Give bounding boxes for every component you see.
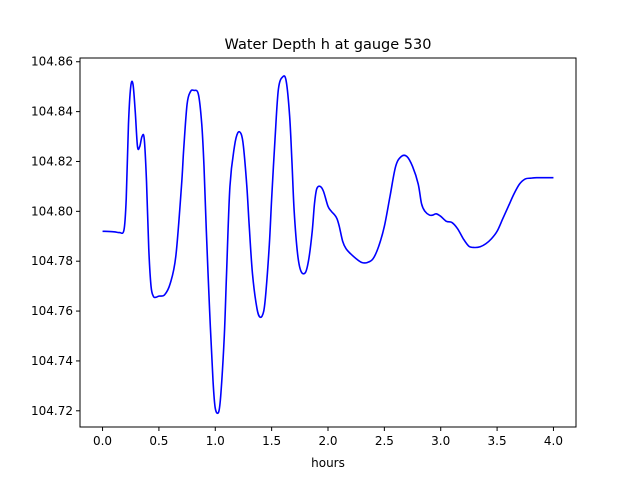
x-tick-label: 2.0 [318, 434, 337, 448]
x-tick-label: 3.0 [431, 434, 450, 448]
y-axis: 104.72 104.74 104.76 104.78 104.80 104.82 104.… [31, 55, 80, 418]
series-line [102, 75, 554, 415]
x-axis: 0.0 0.5 1.0 1.5 2.0 2.5 3.0 3.5 4.0 [93, 427, 563, 448]
y-tick-label: 104.80 [31, 204, 73, 218]
x-tick-label: 1.0 [206, 434, 225, 448]
y-tick-label: 104.74 [31, 354, 73, 368]
x-tick-label: 0.0 [93, 434, 112, 448]
y-tick-label: 104.76 [31, 304, 73, 318]
chart-title: Water Depth h at gauge 530 [225, 37, 432, 53]
y-tick-label: 104.86 [31, 55, 73, 69]
x-tick-label: 3.5 [488, 434, 507, 448]
x-axis-label: hours [311, 456, 345, 470]
y-tick-label: 104.84 [31, 105, 73, 119]
x-tick-label: 1.5 [262, 434, 281, 448]
y-tick-label: 104.82 [31, 154, 73, 168]
x-tick-label: 2.5 [375, 434, 394, 448]
y-tick-label: 104.78 [31, 254, 73, 268]
y-tick-label: 104.72 [31, 404, 73, 418]
plot-area [102, 75, 554, 415]
x-tick-label: 4.0 [544, 434, 563, 448]
x-tick-label: 0.5 [149, 434, 168, 448]
